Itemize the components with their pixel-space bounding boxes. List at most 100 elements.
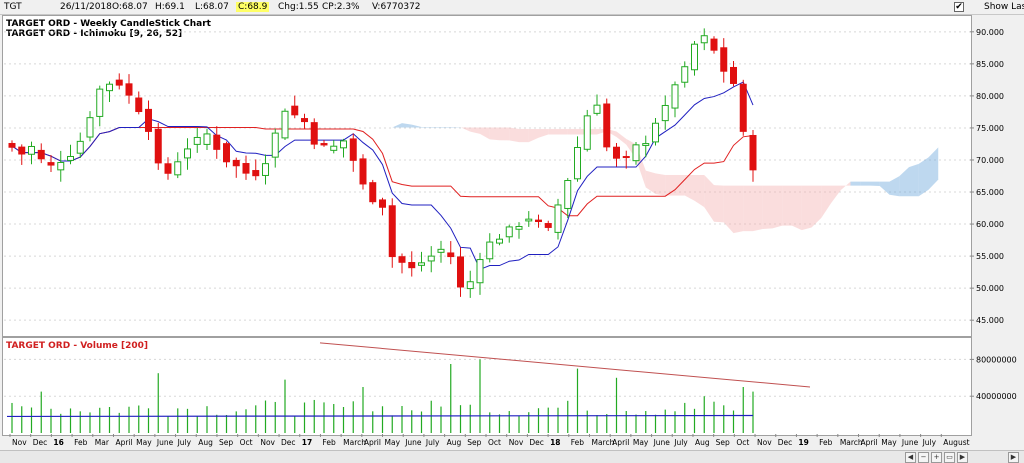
x-tick-label: Nov — [757, 438, 772, 447]
candle-body — [720, 47, 728, 72]
x-tick-label: Dec — [529, 438, 544, 447]
candle-body — [457, 256, 464, 288]
price-plot: 45.000 50.000 55.000 60.000 65.000 70.000 75.0… — [4, 28, 1004, 325]
x-tick-label: Oct — [736, 438, 749, 447]
ichimoku-cloud-segment — [558, 128, 568, 135]
candle-body — [8, 142, 16, 148]
candle-body — [466, 281, 474, 290]
candle-body — [554, 204, 562, 233]
candle-body — [544, 223, 552, 228]
scroll-right-icon[interactable]: ▶ — [957, 452, 968, 463]
x-tick-label: 19 — [798, 438, 808, 447]
candle-body — [193, 136, 201, 145]
ichimoku-cloud-segment — [831, 185, 841, 204]
x-tick-label: 16 — [53, 438, 63, 447]
x-tick-label: 17 — [302, 438, 312, 447]
zoom-out-icon[interactable]: − — [918, 452, 929, 463]
x-tick-label: Oct — [488, 438, 501, 447]
candle-body — [710, 38, 718, 51]
ichimoku-cloud-segment — [665, 174, 675, 196]
open-label: O:68.07 — [112, 2, 148, 12]
candle-body — [388, 205, 396, 258]
x-tick-label: Dec — [33, 438, 48, 447]
ichimoku-cloud-segment — [714, 185, 724, 223]
x-tick-label: Sep — [219, 438, 233, 447]
candle-body — [379, 199, 386, 208]
x-tick-label: Aug — [198, 438, 213, 447]
price-panel[interactable]: TARGET ORD - Weekly CandleStick Chart TA… — [2, 15, 972, 337]
show-last-label[interactable]: Show Last — [984, 2, 1024, 12]
candle-body — [203, 133, 211, 145]
scroll-end-icon[interactable]: ▶ — [1008, 452, 1019, 463]
candle-body — [437, 248, 445, 253]
scroll-bar[interactable]: ◀ − + ▭ ▶ ▶ — [0, 450, 1024, 463]
ichimoku-cloud-segment — [353, 131, 363, 134]
x-tick-label: March — [343, 438, 366, 447]
x-tick-label: June — [653, 438, 671, 447]
y-tick-label: 55.000 — [976, 252, 1004, 261]
ichimoku-cloud-segment — [402, 123, 412, 128]
ichimoku-cloud-segment — [811, 185, 822, 228]
x-tick-label: Aug — [695, 438, 710, 447]
candle-body — [603, 103, 611, 148]
x-tick-label: Aug — [447, 438, 462, 447]
x-tick-label: Feb — [74, 438, 88, 447]
candle-body — [28, 145, 35, 155]
x-tick-label: Oct — [240, 438, 253, 447]
x-tick-label: July — [922, 438, 937, 447]
ichimoku-cloud-segment — [879, 181, 890, 195]
candle-body — [486, 241, 494, 260]
candle-body — [125, 83, 133, 96]
ichimoku-cloud-segment — [918, 157, 929, 197]
candle-body — [57, 161, 65, 171]
candle-body — [583, 115, 591, 150]
candle-body — [369, 182, 377, 203]
y-tick-label: 90.000 — [976, 28, 1004, 37]
candle-body — [359, 158, 367, 185]
candle-body — [232, 159, 240, 167]
y-tick-label: 45.000 — [976, 316, 1004, 325]
ichimoku-cloud-segment — [889, 176, 900, 197]
x-tick-label: July — [177, 438, 192, 447]
candle-body — [67, 155, 74, 161]
x-tick-label: Dec — [778, 438, 793, 447]
candle-body — [145, 108, 152, 132]
candle-body — [739, 83, 747, 132]
y-tick-label: 65.000 — [976, 188, 1004, 197]
ichimoku-cloud-segment — [441, 127, 451, 128]
x-tick-label: June — [901, 438, 919, 447]
x-tick-label: July — [425, 438, 440, 447]
date-label: 26/11/2018 — [60, 2, 112, 12]
low-label: L:68.07 — [195, 2, 229, 12]
zoom-in-icon[interactable]: + — [931, 452, 942, 463]
ichimoku-cloud-segment — [489, 127, 500, 141]
show-last-checkbox[interactable]: ✔ — [954, 2, 964, 12]
volume-label: V:6770372 — [372, 2, 421, 12]
ichimoku-cloud-segment — [772, 185, 783, 229]
candle-body — [47, 162, 55, 166]
volume-y-tick-label: 80000000 — [976, 355, 1017, 364]
ichimoku-cloud-segment — [899, 167, 909, 197]
ichimoku-cloud-segment — [801, 185, 812, 231]
y-tick-label: 85.000 — [976, 60, 1004, 69]
candle-body — [252, 170, 260, 177]
candle-body — [408, 262, 416, 269]
ichimoku-cloud-segment — [860, 181, 870, 186]
candle-body — [86, 117, 94, 138]
candle-body — [730, 66, 737, 84]
scroll-left-icon[interactable]: ◀ — [905, 452, 916, 463]
ichimoku-cloud-segment — [762, 185, 773, 230]
ichimoku-cloud-segment — [499, 127, 510, 141]
x-tick-label: April — [612, 438, 629, 447]
fit-icon[interactable]: ▭ — [944, 452, 955, 463]
candle-body — [476, 259, 484, 284]
quote-header: TGT 26/11/2018 O:68.07 H:69.1 L:68.07 C:… — [0, 0, 1024, 15]
ichimoku-cloud-segment — [850, 181, 861, 186]
ichimoku-cloud-segment — [782, 185, 792, 226]
candle-body — [427, 255, 435, 262]
x-tick-label: Nov — [12, 438, 27, 447]
volume-panel[interactable]: TARGET ORD - Volume [200] — [2, 337, 972, 436]
y-tick-label: 50.000 — [976, 284, 1004, 293]
ichimoku-cloud-segment — [392, 123, 402, 128]
